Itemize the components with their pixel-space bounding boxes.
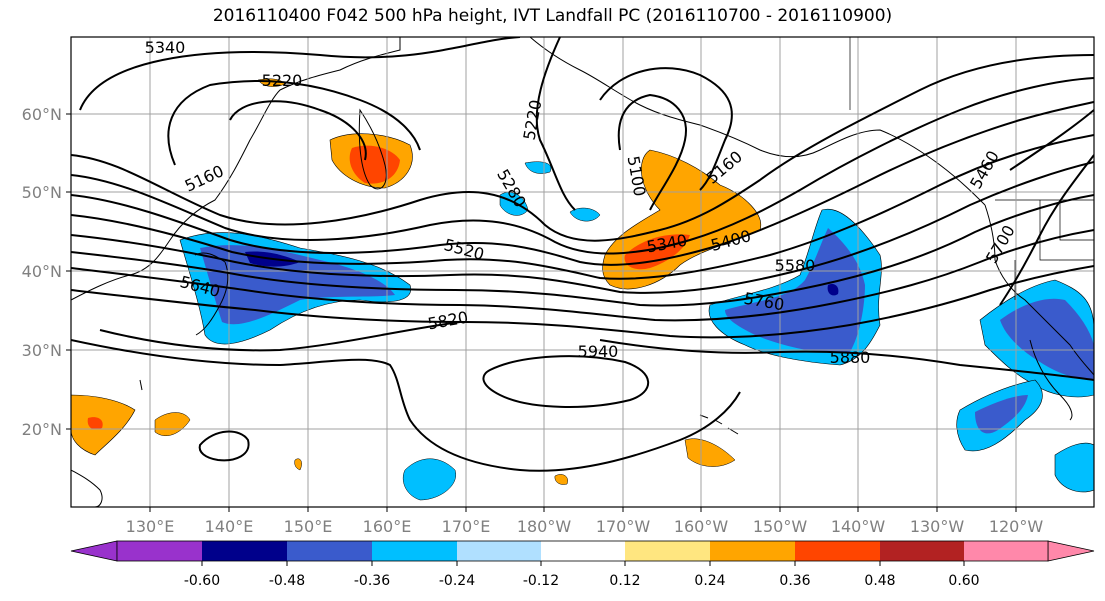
map-title: 2016110400 F042 500 hPa height, IVT Land… — [212, 6, 893, 26]
contour-label: 5340 — [145, 38, 186, 57]
coast-kamchatka — [358, 108, 387, 190]
colorbar-segment — [710, 541, 795, 561]
contour-label: 5220 — [262, 71, 303, 90]
colorbar-tick-label: -0.48 — [269, 573, 305, 589]
colorbar-segment — [457, 541, 541, 561]
coast-philippines — [71, 469, 103, 507]
contour-label: 5940 — [578, 342, 619, 361]
colorbar: -0.60 -0.48 -0.36 -0.24 -0.12 0.12 0.24 … — [70, 540, 1095, 589]
lat-tick-label: 40°N — [22, 262, 62, 281]
contour-label: 5880 — [830, 348, 871, 367]
pos-region-sw-core — [87, 417, 103, 430]
colorbar-segment — [880, 541, 964, 561]
pos-region-small-5 — [294, 458, 302, 471]
lon-tick-label: 130°E — [126, 517, 175, 536]
longitude-labels: 130°E 140°E 150°E 160°E 170°E 180°W 170°… — [126, 517, 1044, 536]
lon-tick-label: 170°E — [442, 517, 491, 536]
colorbar-segment — [541, 541, 625, 561]
colorbar-extend-low — [70, 540, 118, 562]
neg-region-south-core — [975, 395, 1028, 434]
colorbar-segment — [372, 541, 457, 561]
colorbar-tick-label: 0.12 — [609, 573, 640, 589]
lon-tick-label: 120°W — [989, 517, 1044, 536]
colorbar-tick-label: -0.60 — [184, 573, 220, 589]
map-border — [70, 36, 1095, 508]
lat-tick-label: 20°N — [22, 420, 62, 439]
colorbar-tick-label: 0.24 — [694, 573, 725, 589]
colorbar-tick-label: -0.36 — [354, 573, 390, 589]
colorbar-segment — [202, 541, 287, 561]
latitude-labels: 60°N 50°N 40°N 30°N 20°N — [22, 105, 62, 439]
colorbar-segment — [625, 541, 710, 561]
colorbar-tick-label: 0.60 — [948, 573, 979, 589]
lon-tick-label: 140°E — [205, 517, 254, 536]
pos-region-sw — [71, 394, 136, 456]
colorbar-tick-label: 0.48 — [864, 573, 895, 589]
tick-marks — [66, 113, 1017, 512]
lon-tick-label: 150°W — [753, 517, 808, 536]
lat-tick-label: 60°N — [22, 105, 62, 124]
colorbar-segment — [795, 541, 880, 561]
contour-label: 5580 — [775, 256, 816, 275]
colorbar-segment — [287, 541, 372, 561]
coast-japan — [194, 252, 229, 336]
colorbar-tick-label: 0.36 — [779, 573, 810, 589]
coast-na — [984, 204, 1094, 376]
colorbar-segment — [964, 541, 1048, 561]
coastlines — [71, 37, 1094, 507]
lon-tick-label: 160°W — [674, 517, 729, 536]
colorbar-tick-label: -0.24 — [439, 573, 475, 589]
colorbar-segment — [117, 541, 202, 561]
coast-taiwan — [139, 379, 143, 391]
pos-region-small-4 — [554, 474, 568, 485]
lon-tick-label: 130°W — [910, 517, 965, 536]
lon-tick-label: 150°E — [284, 517, 333, 536]
lon-tick-label: 140°W — [831, 517, 886, 536]
pos-region-small-2 — [684, 438, 736, 467]
neg-region-small-2 — [569, 207, 601, 222]
neg-region-se — [1054, 442, 1094, 493]
lon-tick-label: 180°W — [517, 517, 572, 536]
neg-region-coast-core — [1000, 298, 1094, 380]
pos-region-small-1 — [154, 412, 191, 436]
lat-tick-label: 30°N — [22, 341, 62, 360]
neg-region-small-4 — [402, 458, 456, 501]
colorbar-tick-label: -0.12 — [523, 573, 559, 589]
coast-baja — [1029, 339, 1073, 421]
neg-region-east-peak — [827, 284, 839, 296]
lat-tick-label: 50°N — [22, 183, 62, 202]
lon-tick-label: 160°E — [363, 517, 412, 536]
colorbar-extend-high — [1047, 540, 1095, 562]
lon-tick-label: 170°W — [596, 517, 651, 536]
height-contours — [71, 37, 1094, 472]
shaded-regions — [71, 78, 1094, 501]
pos-region-central-core — [624, 234, 690, 270]
coast-alaska — [529, 37, 986, 206]
